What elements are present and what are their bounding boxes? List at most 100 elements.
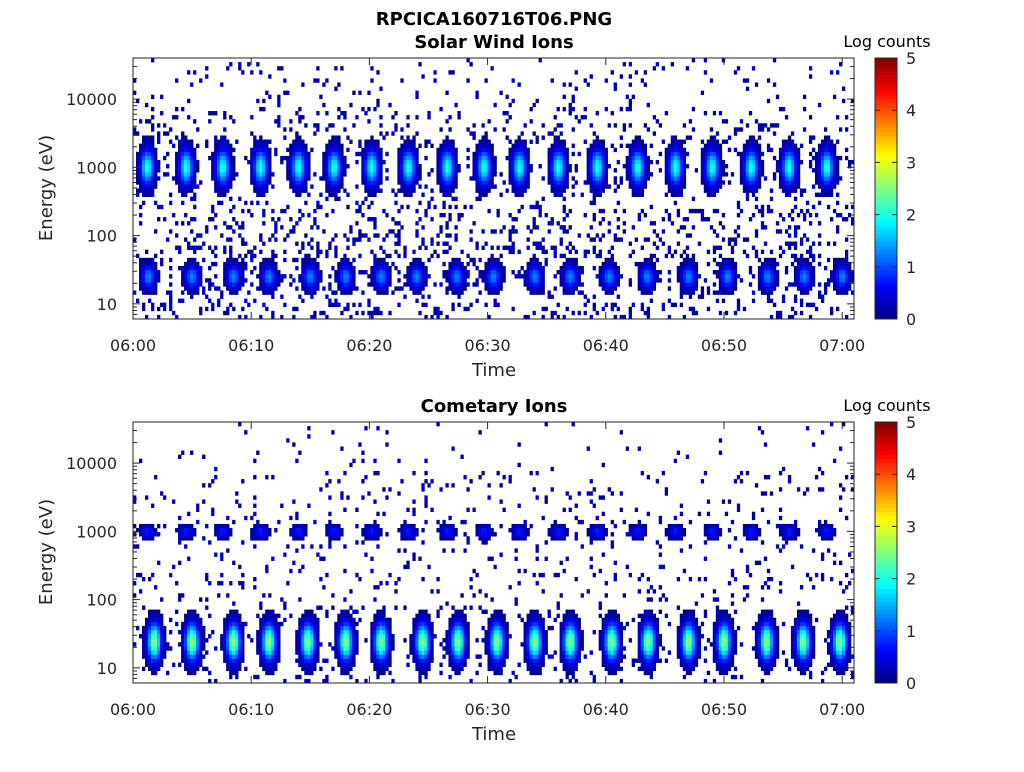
heatmap-cell — [641, 184, 644, 188]
heatmap-cell — [566, 266, 569, 270]
heatmap-cell — [818, 295, 821, 299]
heatmap-cell — [716, 246, 719, 250]
heatmap-cell — [725, 270, 728, 274]
heatmap-cell — [472, 262, 475, 266]
heatmap-cell — [187, 184, 190, 188]
heatmap-cell — [761, 262, 764, 266]
heatmap-cell — [701, 290, 704, 294]
heatmap-cell — [181, 646, 184, 650]
heatmap-cell — [557, 176, 560, 180]
heatmap-cell — [758, 135, 761, 139]
heatmap-cell — [524, 172, 527, 176]
heatmap-cell — [698, 242, 701, 246]
heatmap-cell — [524, 176, 527, 180]
heatmap-cell — [593, 303, 596, 307]
heatmap-cell — [388, 266, 391, 270]
heatmap-cell — [226, 189, 229, 193]
heatmap-cell — [836, 290, 839, 294]
heatmap-cell — [175, 168, 178, 172]
heatmap-cell — [794, 278, 797, 282]
heatmap-cell — [181, 634, 184, 638]
heatmap-cell — [313, 270, 316, 274]
heatmap-cell — [346, 303, 349, 307]
heatmap-cell — [821, 172, 824, 176]
heatmap-cell — [295, 135, 298, 139]
heatmap-cell — [599, 152, 602, 156]
heatmap-cell — [409, 282, 412, 286]
heatmap-cell — [821, 299, 824, 303]
heatmap-cell — [824, 127, 827, 131]
heatmap-cell — [728, 135, 731, 139]
heatmap-cell — [409, 266, 412, 270]
heatmap-cell — [659, 278, 662, 282]
heatmap-cell — [232, 164, 235, 168]
heatmap-cell — [671, 152, 674, 156]
heatmap-cell — [343, 278, 346, 282]
heatmap-cell — [848, 266, 851, 270]
heatmap-cell — [557, 148, 560, 152]
heatmap-cell — [193, 528, 196, 532]
heatmap-cell — [497, 278, 500, 282]
heatmap-cell — [355, 115, 358, 119]
heatmap-cell — [475, 176, 478, 180]
heatmap-cell — [560, 156, 563, 160]
heatmap-cell — [686, 66, 689, 70]
heatmap-cell — [400, 78, 403, 82]
heatmap-cell — [647, 307, 650, 311]
heatmap-cell — [713, 270, 716, 274]
heatmap-cell — [809, 262, 812, 266]
heatmap-cell — [475, 282, 478, 286]
heatmap-cell — [719, 266, 722, 270]
heatmap-cell — [385, 176, 388, 180]
heatmap-cell — [770, 123, 773, 127]
heatmap-cell — [599, 266, 602, 270]
heatmap-cell — [845, 270, 848, 274]
heatmap-cell — [367, 152, 370, 156]
heatmap-cell — [563, 148, 566, 152]
heatmap-cell — [238, 622, 241, 626]
heatmap-cell — [635, 180, 638, 184]
heatmap-cell — [373, 164, 376, 168]
heatmap-cell — [680, 303, 683, 307]
heatmap-cell — [644, 266, 647, 270]
heatmap-cell — [145, 135, 148, 139]
heatmap-cell — [680, 290, 683, 294]
heatmap-cell — [418, 164, 421, 168]
heatmap-cell — [376, 270, 379, 274]
heatmap-cell — [491, 246, 494, 250]
heatmap-cell — [379, 160, 382, 164]
colorbar-segment — [875, 286, 897, 290]
heatmap-cell — [752, 152, 755, 156]
heatmap-cell — [346, 237, 349, 241]
heatmap-cell — [836, 176, 839, 180]
heatmap-cell — [256, 201, 259, 205]
heatmap-cell — [665, 160, 668, 164]
heatmap-cell — [241, 573, 244, 577]
heatmap-cell — [271, 286, 274, 290]
heatmap-cell — [154, 663, 157, 667]
heatmap-cell — [406, 156, 409, 160]
heatmap-cell — [232, 650, 235, 654]
heatmap-cell — [512, 78, 515, 82]
heatmap-cell — [671, 189, 674, 193]
heatmap-cell — [478, 172, 481, 176]
heatmap-cell — [214, 262, 217, 266]
heatmap-cell — [412, 140, 415, 144]
heatmap-cell — [713, 148, 716, 152]
heatmap-cell — [683, 286, 686, 290]
heatmap-cell — [836, 270, 839, 274]
heatmap-cell — [611, 262, 614, 266]
colorbar-segment — [875, 119, 897, 123]
heatmap-cell — [301, 152, 304, 156]
heatmap-cell — [193, 197, 196, 201]
heatmap-cell — [707, 262, 710, 266]
heatmap-cell — [253, 172, 256, 176]
heatmap-cell — [271, 209, 274, 213]
heatmap-cell — [611, 307, 614, 311]
heatmap-cell — [151, 626, 154, 630]
heatmap-cell — [638, 184, 641, 188]
heatmap-cell — [373, 189, 376, 193]
heatmap-cell — [665, 180, 668, 184]
heatmap-cell — [563, 164, 566, 168]
heatmap-cell — [668, 168, 671, 172]
